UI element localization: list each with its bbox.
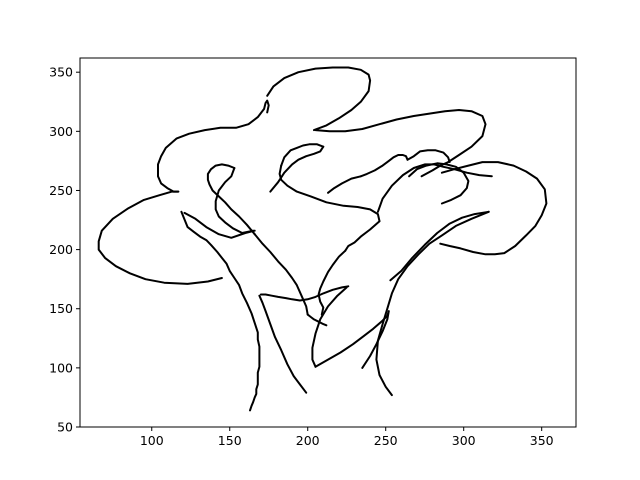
- x-tick-label: 300: [452, 433, 476, 448]
- line-series-26: [376, 163, 493, 213]
- line-series-7: [439, 161, 548, 256]
- y-tick-label: 250: [49, 183, 73, 198]
- x-axis-ticks: 100 150 200 250 300 350: [140, 427, 554, 448]
- y-tick-label: 200: [49, 242, 73, 257]
- line-series-15: [206, 163, 256, 236]
- line-series-20: [278, 164, 381, 223]
- line-series-16: [253, 233, 309, 316]
- x-tick-label: 150: [218, 433, 242, 448]
- line-series-0: [180, 210, 261, 412]
- line-series-12: [97, 190, 223, 285]
- line-series-2: [259, 285, 350, 302]
- line-series-19: [280, 143, 325, 167]
- line-series-6: [389, 210, 490, 282]
- y-tick-label: 150: [49, 301, 73, 316]
- x-tick-label: 200: [296, 433, 320, 448]
- line-series-23: [327, 175, 362, 194]
- plot-frame: [79, 57, 577, 428]
- y-tick-label: 100: [49, 360, 73, 375]
- line-series-25: [406, 149, 451, 164]
- line-series-21: [344, 220, 381, 252]
- data-lines: [97, 66, 548, 412]
- y-tick-label: 300: [49, 124, 73, 139]
- x-tick-label: 100: [140, 433, 164, 448]
- y-axis-ticks: 50 100 150 200 250 300 350: [49, 65, 80, 435]
- y-tick-label: 50: [57, 420, 73, 435]
- line-series-5: [375, 210, 490, 397]
- line-series-3: [311, 286, 348, 368]
- line-series-22: [317, 249, 347, 316]
- line-series-17: [306, 313, 328, 327]
- x-tick-label: 350: [530, 433, 554, 448]
- y-tick-label: 350: [49, 65, 73, 80]
- line-series-24: [359, 154, 409, 178]
- line-series-10: [266, 66, 372, 132]
- line-series-11: [157, 99, 270, 193]
- x-tick-label: 250: [374, 433, 398, 448]
- line-series-1: [258, 294, 308, 394]
- line-series-14: [214, 167, 255, 234]
